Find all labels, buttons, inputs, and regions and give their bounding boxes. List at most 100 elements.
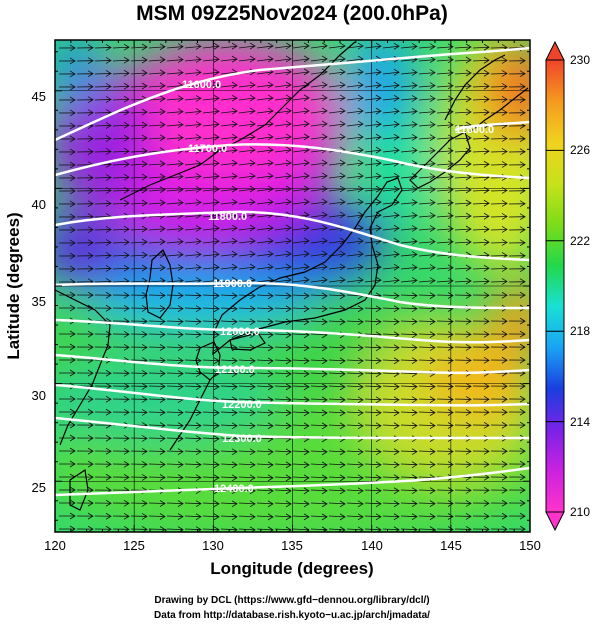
wind-arrow xyxy=(58,44,76,52)
wind-arrow xyxy=(166,461,184,468)
wind-arrow xyxy=(166,344,184,351)
kuril-coast xyxy=(469,87,529,133)
wind-arrow xyxy=(400,305,418,313)
wind-arrow xyxy=(508,83,526,91)
wind-arrow xyxy=(220,250,238,258)
wind-arrow xyxy=(364,357,382,365)
wind-arrow xyxy=(418,160,436,167)
wind-arrow xyxy=(364,513,382,521)
wind-arrow xyxy=(256,81,274,89)
wind-arrow xyxy=(328,42,346,50)
wind-arrow xyxy=(274,276,292,284)
wind-arrow xyxy=(58,460,76,468)
wind-arrow xyxy=(184,134,202,141)
wind-arrow xyxy=(382,224,400,232)
wind-arrow xyxy=(148,474,166,481)
wind-arrow xyxy=(328,159,346,167)
wind-arrow xyxy=(382,146,400,154)
wind-arrow xyxy=(454,173,472,181)
wind-arrow xyxy=(310,461,328,469)
wind-arrow xyxy=(94,265,112,272)
wind-arrow xyxy=(490,252,508,259)
wind-arrow xyxy=(184,43,202,50)
wind-arrow xyxy=(400,225,418,232)
wind-arrow xyxy=(148,357,166,364)
wind-arrow xyxy=(256,159,274,167)
wind-arrow xyxy=(436,82,454,90)
wind-arrow xyxy=(238,185,256,193)
wind-arrow xyxy=(382,250,400,258)
wind-arrow xyxy=(436,461,454,468)
wind-arrow xyxy=(76,187,94,195)
wind-arrow xyxy=(292,107,310,115)
wind-arrow xyxy=(328,133,346,141)
wind-arrow xyxy=(310,276,328,284)
wind-arrow xyxy=(238,55,256,63)
wind-arrow xyxy=(130,409,148,416)
wind-arrow xyxy=(292,461,310,469)
wind-arrow xyxy=(130,238,148,246)
wind-arrow xyxy=(328,81,346,89)
wind-arrow xyxy=(202,237,220,245)
wind-arrow xyxy=(400,357,418,365)
wind-arrow xyxy=(148,264,166,272)
wind-arrow xyxy=(94,291,112,299)
wind-arrow xyxy=(76,200,94,208)
wind-arrow xyxy=(310,81,328,89)
wind-arrow xyxy=(490,343,508,351)
contour-label-12000: 12000.0 xyxy=(220,326,260,338)
wind-arrow xyxy=(472,486,490,494)
wind-arrow xyxy=(292,224,310,232)
wind-arrow xyxy=(220,159,238,167)
wind-arrow xyxy=(184,69,202,76)
wind-arrow xyxy=(220,263,238,271)
wind-arrow xyxy=(76,408,94,416)
wind-arrow xyxy=(94,174,112,181)
wind-arrow xyxy=(472,421,490,429)
wind-arrow xyxy=(292,409,310,417)
wind-arrow xyxy=(346,383,364,391)
wind-arrow xyxy=(256,422,274,430)
wind-arrow xyxy=(454,331,472,338)
wind-arrow xyxy=(328,292,346,300)
wind-arrow xyxy=(256,370,274,378)
wind-arrow xyxy=(364,396,382,404)
wind-arrow xyxy=(76,525,94,532)
wind-arrow xyxy=(76,512,94,520)
contour-label-11600-east: 11600.0 xyxy=(455,124,494,136)
wind-arrow xyxy=(148,199,166,207)
wind-arrow xyxy=(76,70,94,78)
wind-arrow xyxy=(328,318,346,326)
contour-11700 xyxy=(55,143,530,180)
wind-arrow xyxy=(76,460,94,468)
wind-arrow xyxy=(202,172,220,180)
wind-arrow xyxy=(508,239,526,247)
wind-arrow xyxy=(310,211,328,219)
wind-arrow xyxy=(184,199,202,206)
wind-arrow xyxy=(454,292,472,299)
wind-arrow xyxy=(184,357,202,365)
wind-arrow xyxy=(274,120,292,128)
wind-arrow xyxy=(166,500,184,507)
wind-arrow xyxy=(508,447,526,455)
wind-arrow xyxy=(292,448,310,456)
wind-arrow xyxy=(256,250,274,258)
contour-label-12400: 12400.0 xyxy=(214,483,254,495)
wind-arrow xyxy=(310,318,328,326)
wind-arrow xyxy=(472,56,490,64)
wind-arrow xyxy=(418,69,436,76)
wind-arrow xyxy=(58,512,76,520)
wind-arrow xyxy=(220,383,238,391)
wind-arrow xyxy=(472,408,490,416)
wind-arrow xyxy=(238,409,256,417)
wind-arrow xyxy=(400,383,418,391)
wind-arrow xyxy=(346,42,364,50)
wind-arrow xyxy=(418,225,436,232)
wind-arrow xyxy=(382,487,400,495)
wind-arrow xyxy=(220,120,238,128)
wind-arrow xyxy=(202,305,220,313)
wind-arrow xyxy=(382,81,400,89)
wind-arrow xyxy=(364,146,382,154)
wind-arrow xyxy=(76,57,94,65)
wind-arrow xyxy=(346,172,364,180)
